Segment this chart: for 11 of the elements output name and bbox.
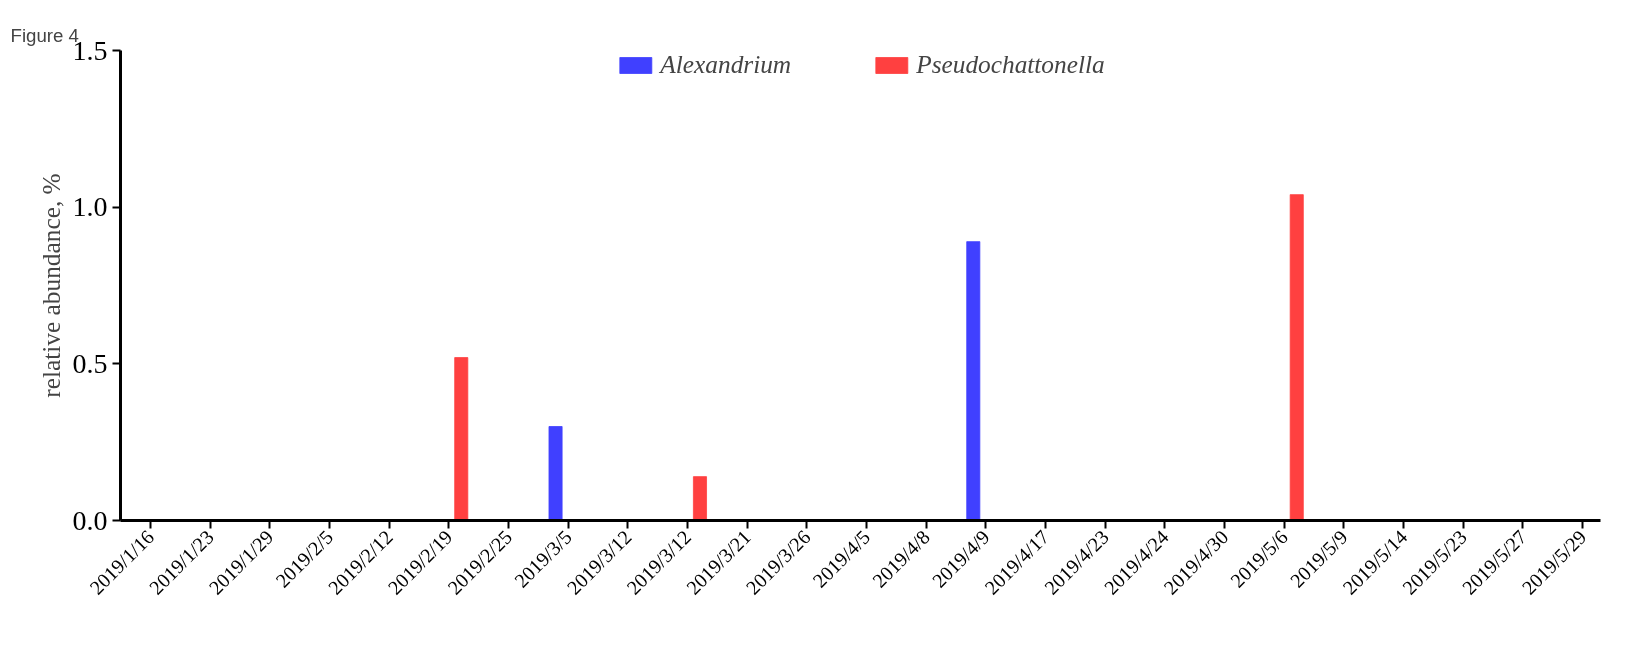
bar (966, 241, 981, 521)
legend-label: Alexandrium (660, 50, 792, 79)
bar (1289, 194, 1304, 521)
bar (548, 426, 563, 521)
legend-label: Pseudochattonella (916, 50, 1105, 79)
y-tick-label: 0.5 (72, 347, 108, 379)
bar (693, 476, 707, 521)
y-tick-label: 1.0 (72, 191, 108, 223)
bar (454, 357, 469, 521)
y-tick-label: 0.0 (72, 504, 108, 536)
y-axis-title: relative abundance, % (36, 173, 65, 398)
